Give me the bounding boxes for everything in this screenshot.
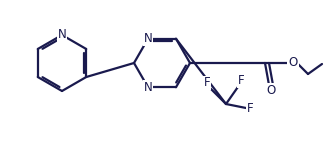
Text: F: F — [247, 102, 253, 115]
Text: N: N — [144, 81, 152, 94]
Text: N: N — [144, 32, 152, 45]
Text: N: N — [58, 29, 67, 42]
Text: O: O — [289, 57, 298, 69]
Text: F: F — [238, 75, 244, 88]
Text: F: F — [204, 77, 210, 89]
Text: O: O — [266, 84, 275, 97]
